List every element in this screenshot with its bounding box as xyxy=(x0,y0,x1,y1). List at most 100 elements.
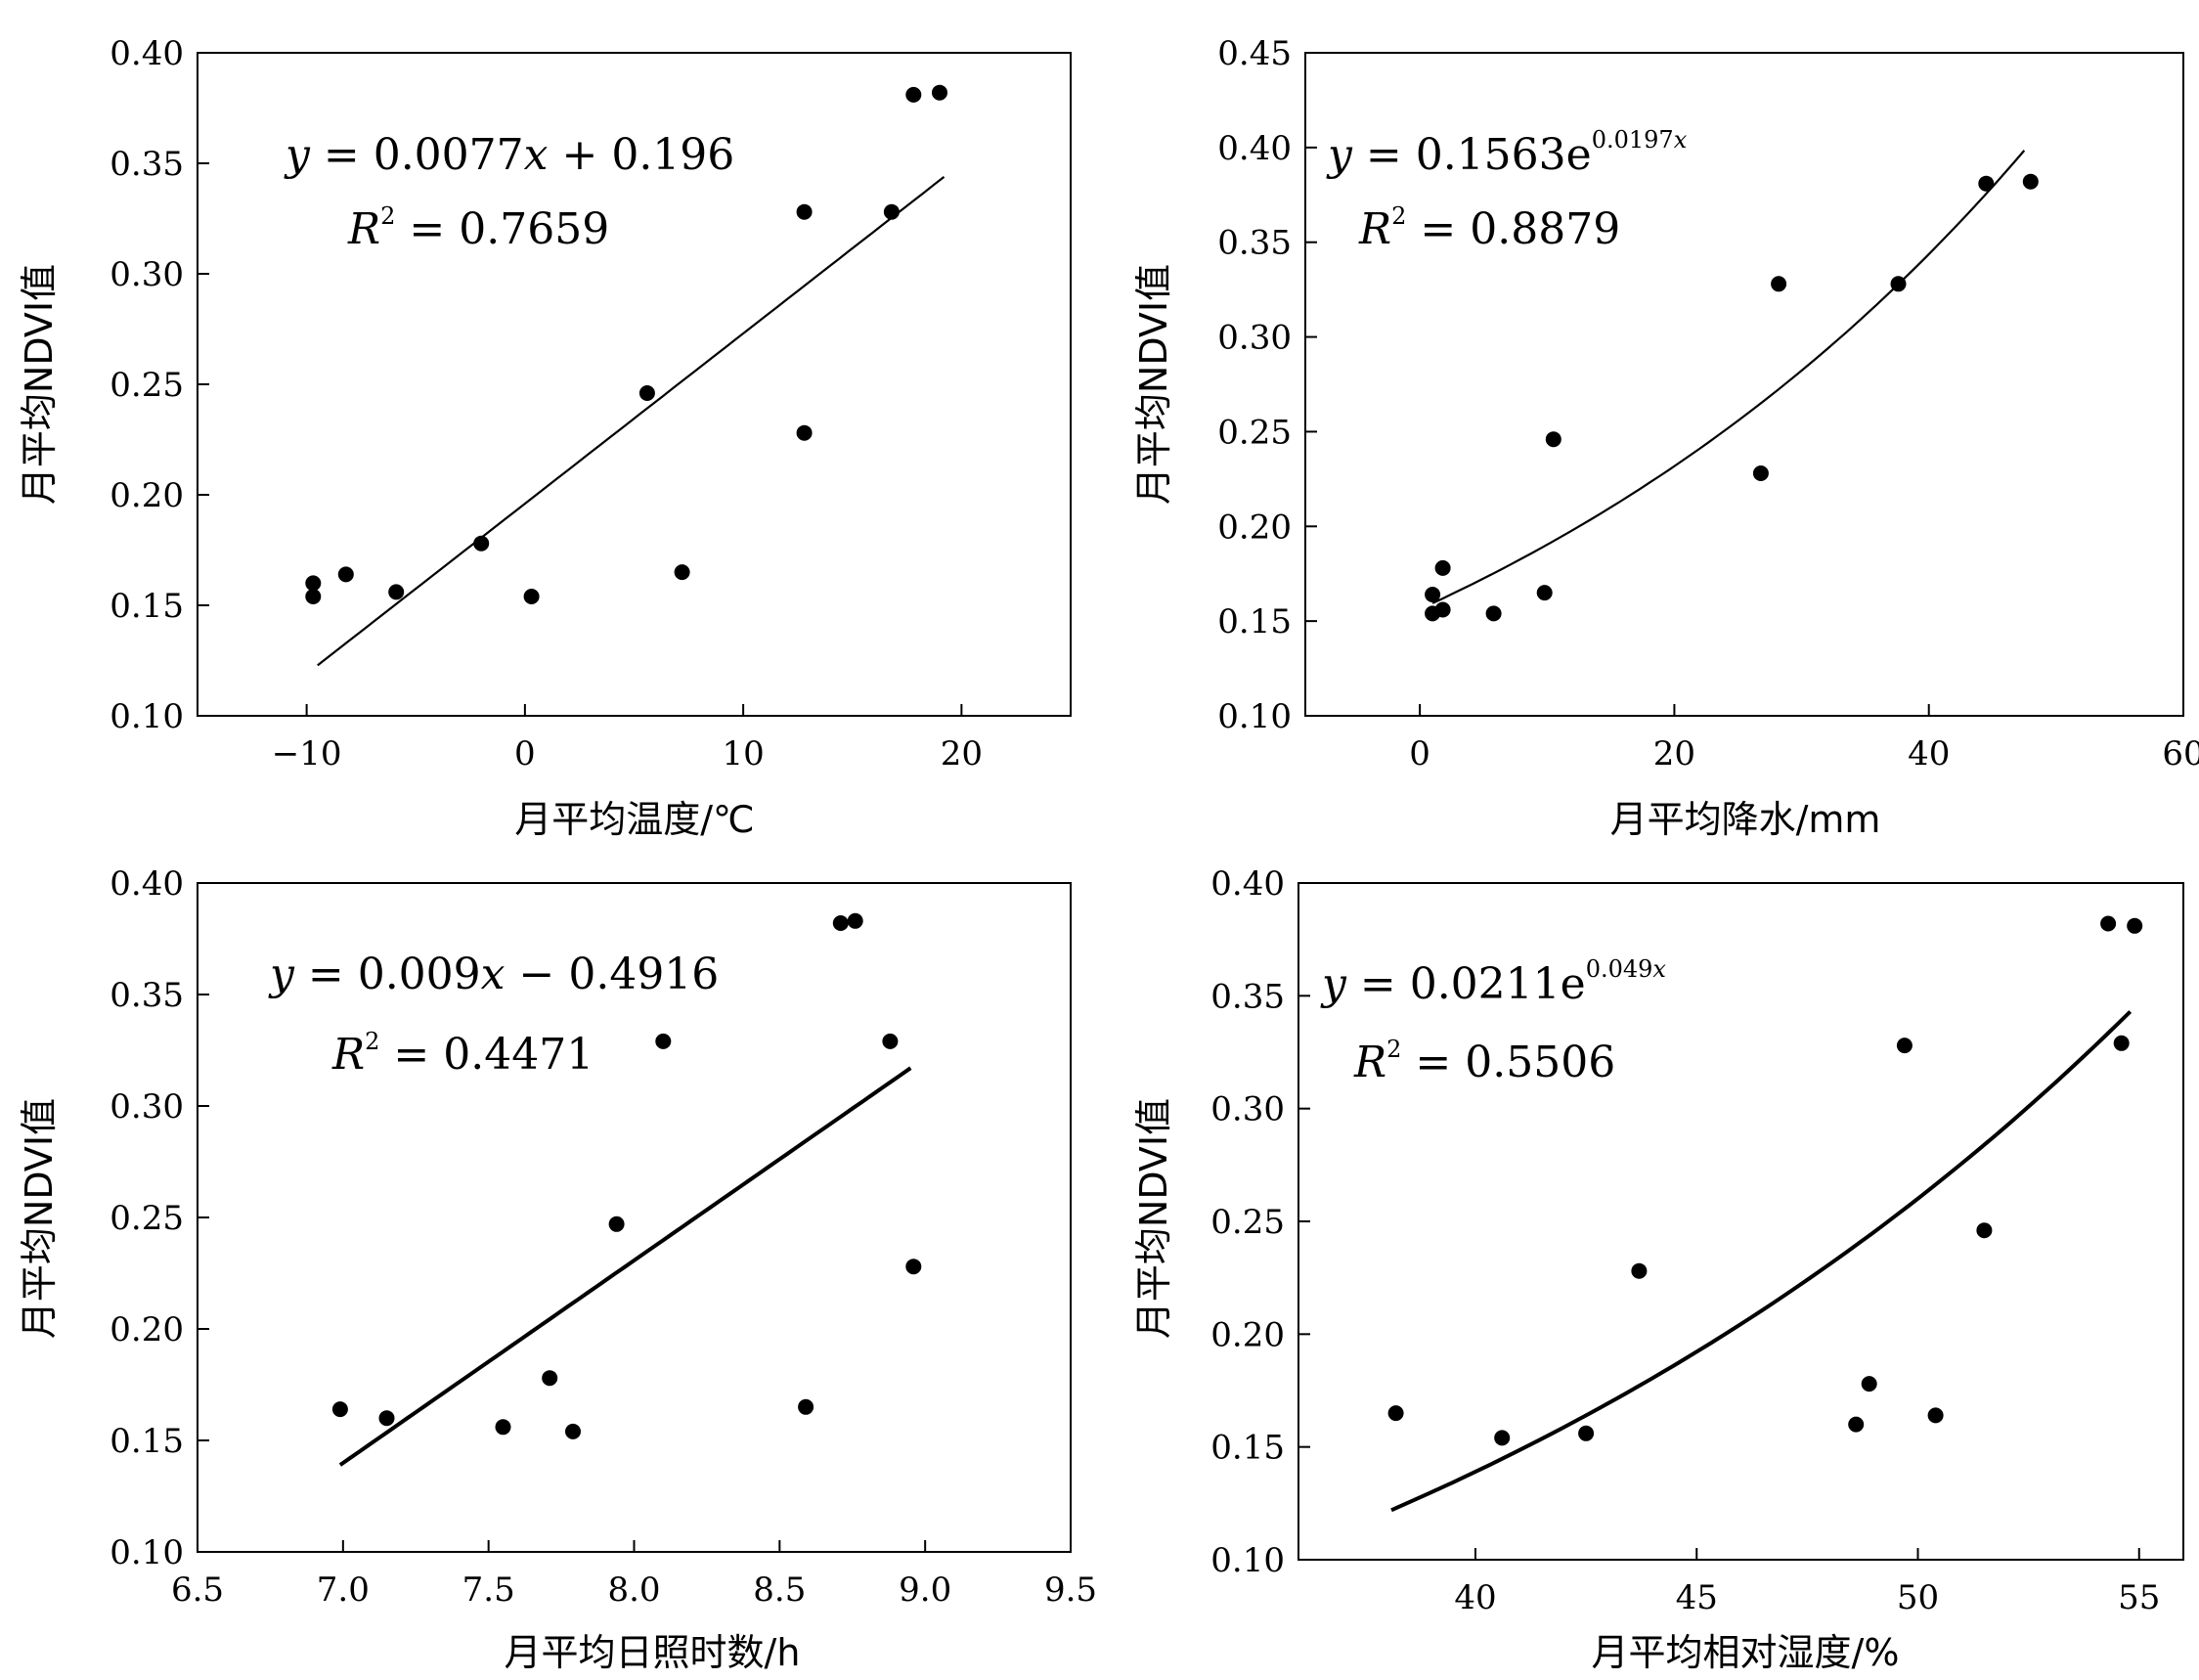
x-tick-label: 9.0 xyxy=(899,1570,951,1610)
x-axis: 0 20 40 60 xyxy=(1409,704,2199,774)
y-tick-label: 0.15 xyxy=(110,1422,184,1461)
y-axis-title: 月平均NDVI值 xyxy=(1132,264,1175,505)
x-axis-title: 月平均温度/℃ xyxy=(514,798,754,841)
trend-line xyxy=(1390,1010,2133,1513)
y-tick-label: 0.35 xyxy=(1210,977,1285,1016)
y-tick-label: 0.25 xyxy=(110,366,184,405)
y-axis: 0.10 0.15 0.20 0.25 0.30 0.35 0.40 xyxy=(110,34,209,736)
data-point xyxy=(883,203,900,220)
trend-line xyxy=(338,1066,912,1467)
data-point xyxy=(331,1401,348,1418)
data-point xyxy=(798,1398,814,1415)
data-point xyxy=(388,584,405,600)
x-tick-label: 55 xyxy=(2118,1578,2160,1617)
data-point xyxy=(905,1259,922,1275)
regression-equation: y = 0.1563e0.0197x xyxy=(1326,126,1688,180)
data-point xyxy=(1861,1376,1877,1393)
data-point xyxy=(1536,585,1553,601)
data-point xyxy=(638,385,655,401)
y-tick-label: 0.45 xyxy=(1217,34,1292,73)
data-point xyxy=(796,424,813,441)
r-squared: R2 = 0.4471 xyxy=(331,1028,594,1080)
y-tick-label: 0.10 xyxy=(110,1533,184,1572)
data-point xyxy=(337,566,354,583)
y-axis: 0.10 0.15 0.20 0.25 0.30 0.35 0.40 xyxy=(110,864,209,1572)
data-point xyxy=(1494,1430,1511,1446)
points-layer xyxy=(331,912,922,1439)
y-tick-label: 0.20 xyxy=(1210,1315,1285,1354)
data-point xyxy=(1890,276,1907,292)
y-tick-label: 0.15 xyxy=(1210,1429,1285,1468)
data-point xyxy=(305,575,322,592)
y-tick-label: 0.10 xyxy=(1217,697,1292,736)
y-tick-label: 0.25 xyxy=(110,1199,184,1238)
x-tick-label: 9.5 xyxy=(1044,1570,1097,1610)
panel-humidity: 0.10 0.15 0.20 0.25 0.30 0.35 0.40 40 45 50 55 y … xyxy=(1132,864,2184,1674)
x-tick-label: 7.0 xyxy=(317,1570,370,1610)
panel-temperature: 0.10 0.15 0.20 0.25 0.30 0.35 0.40 −10 0 10 20 y … xyxy=(18,34,1072,841)
data-point xyxy=(1976,1222,1993,1239)
trend-line xyxy=(317,176,946,667)
x-axis: −10 0 10 20 xyxy=(272,704,983,774)
trend-line xyxy=(1431,150,2026,604)
data-point xyxy=(523,589,540,604)
x-tick-label: 45 xyxy=(1676,1578,1718,1617)
data-point xyxy=(565,1423,581,1439)
x-axis: 40 45 50 55 xyxy=(1454,1548,2160,1617)
trend-line-layer xyxy=(1390,1010,2133,1513)
data-point xyxy=(378,1410,395,1427)
y-tick-label: 0.20 xyxy=(110,476,184,515)
data-point xyxy=(2022,173,2039,190)
data-point xyxy=(932,84,947,101)
y-tick-label: 0.20 xyxy=(110,1310,184,1349)
x-tick-label: −10 xyxy=(272,734,342,774)
x-tick-label: 0 xyxy=(1409,734,1430,774)
y-tick-label: 0.30 xyxy=(1210,1090,1285,1129)
x-tick-label: 8.5 xyxy=(753,1570,806,1610)
r-squared: R2 = 0.7659 xyxy=(347,202,609,254)
data-point xyxy=(1978,175,1995,192)
y-axis-title: 月平均NDVI值 xyxy=(18,1098,61,1339)
data-point xyxy=(1927,1407,1944,1424)
x-tick-label: 20 xyxy=(941,734,983,774)
x-tick-label: 40 xyxy=(1908,734,1950,774)
r-squared: R2 = 0.5506 xyxy=(1353,1036,1615,1087)
data-point xyxy=(2127,917,2143,934)
regression-equation: y = 0.0077x + 0.196 xyxy=(284,130,734,180)
data-point xyxy=(1896,1038,1913,1054)
data-point xyxy=(1425,587,1441,602)
y-axis-title: 月平均NDVI值 xyxy=(1132,1098,1175,1339)
data-point xyxy=(832,915,849,931)
y-axis: 0.10 0.15 0.20 0.25 0.30 0.35 0.40 xyxy=(1210,864,1310,1580)
y-tick-label: 0.20 xyxy=(1217,508,1292,547)
x-tick-label: 10 xyxy=(722,734,764,774)
data-point xyxy=(1434,601,1451,618)
y-tick-label: 0.40 xyxy=(110,864,184,904)
x-tick-label: 40 xyxy=(1454,1578,1496,1617)
points-layer xyxy=(305,84,947,604)
y-tick-label: 0.40 xyxy=(1210,864,1285,904)
y-tick-label: 0.30 xyxy=(110,1087,184,1127)
x-tick-label: 0 xyxy=(514,734,536,774)
trend-line-layer xyxy=(338,1066,912,1467)
data-point xyxy=(1771,276,1787,292)
regression-equation: y = 0.009x − 0.4916 xyxy=(268,950,719,999)
y-tick-label: 0.40 xyxy=(1217,129,1292,168)
y-tick-label: 0.30 xyxy=(1217,319,1292,358)
y-tick-label: 0.25 xyxy=(1217,413,1292,452)
y-axis-title: 月平均NDVI值 xyxy=(18,264,61,505)
x-axis: 6.5 7.0 7.5 8.0 8.5 9.0 9.5 xyxy=(171,1540,1097,1610)
y-tick-label: 0.15 xyxy=(1217,602,1292,641)
y-tick-label: 0.35 xyxy=(110,976,184,1015)
trend-line-layer xyxy=(1431,150,2026,604)
x-axis-title: 月平均降水/mm xyxy=(1610,798,1881,841)
data-point xyxy=(542,1370,558,1387)
x-tick-label: 60 xyxy=(2162,734,2199,774)
data-point xyxy=(1387,1405,1404,1422)
data-point xyxy=(305,589,322,604)
y-tick-label: 0.10 xyxy=(1210,1541,1285,1580)
data-point xyxy=(905,86,922,103)
y-tick-label: 0.25 xyxy=(1210,1203,1285,1242)
data-point xyxy=(1848,1416,1865,1433)
